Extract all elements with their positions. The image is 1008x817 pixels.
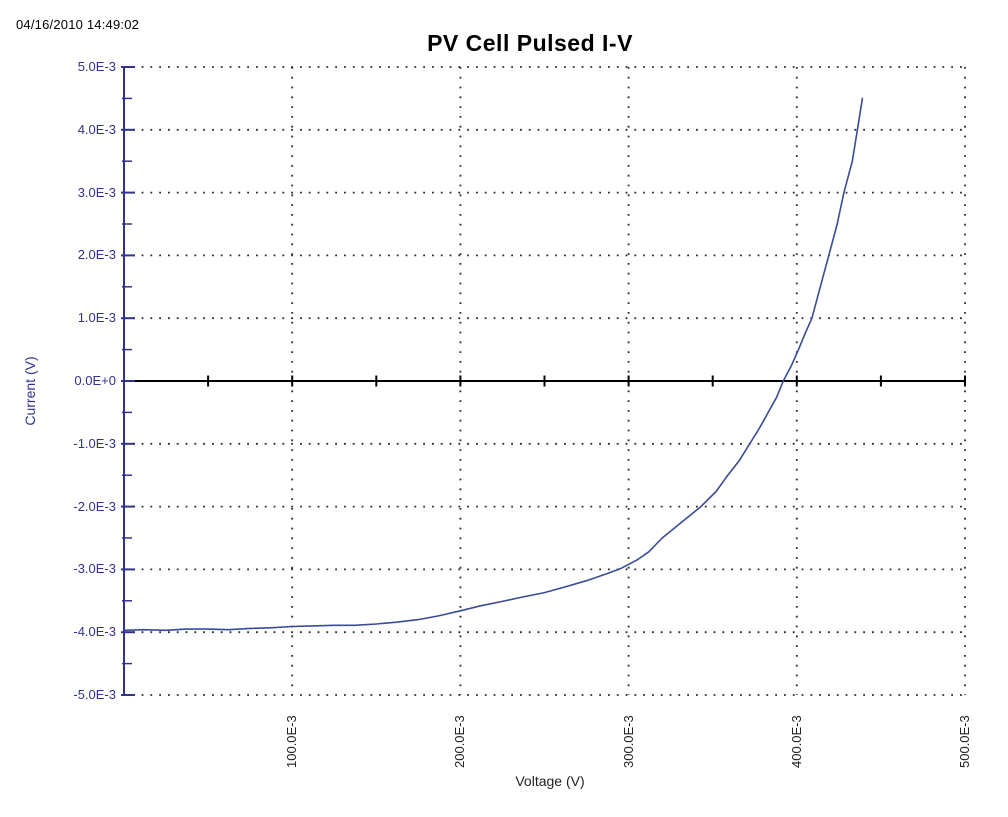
y-tick-label: -3.0E-3 — [73, 561, 116, 577]
x-tick-label: 200.0E-3 — [452, 715, 468, 768]
x-tick-label: 500.0E-3 — [957, 715, 972, 768]
timestamp: 04/16/2010 14:49:02 — [16, 17, 140, 32]
y-tick-label: 5.0E-3 — [77, 59, 116, 74]
chart-title: PV Cell Pulsed I-V — [427, 30, 633, 56]
x-tick-label: 100.0E-3 — [284, 715, 300, 768]
iv-curve — [123, 97, 864, 632]
y-tick-label: -2.0E-3 — [73, 498, 116, 514]
y-tick-label: 0.0E+0 — [74, 373, 116, 388]
y-tick-label: -1.0E-3 — [73, 435, 116, 451]
x-tick-label: 300.0E-3 — [620, 715, 636, 768]
x-axis-title: Voltage (V) — [515, 773, 585, 789]
y-tick-label: 2.0E-3 — [77, 247, 116, 263]
x-tick-label: 400.0E-3 — [788, 715, 804, 768]
y-tick-label: 3.0E-3 — [77, 184, 116, 200]
y-tick-label: 4.0E-3 — [77, 121, 116, 137]
y-tick-label: 1.0E-3 — [77, 310, 116, 326]
y-tick-label: -5.0E-3 — [73, 687, 116, 702]
y-tick-label: -4.0E-3 — [73, 624, 116, 640]
